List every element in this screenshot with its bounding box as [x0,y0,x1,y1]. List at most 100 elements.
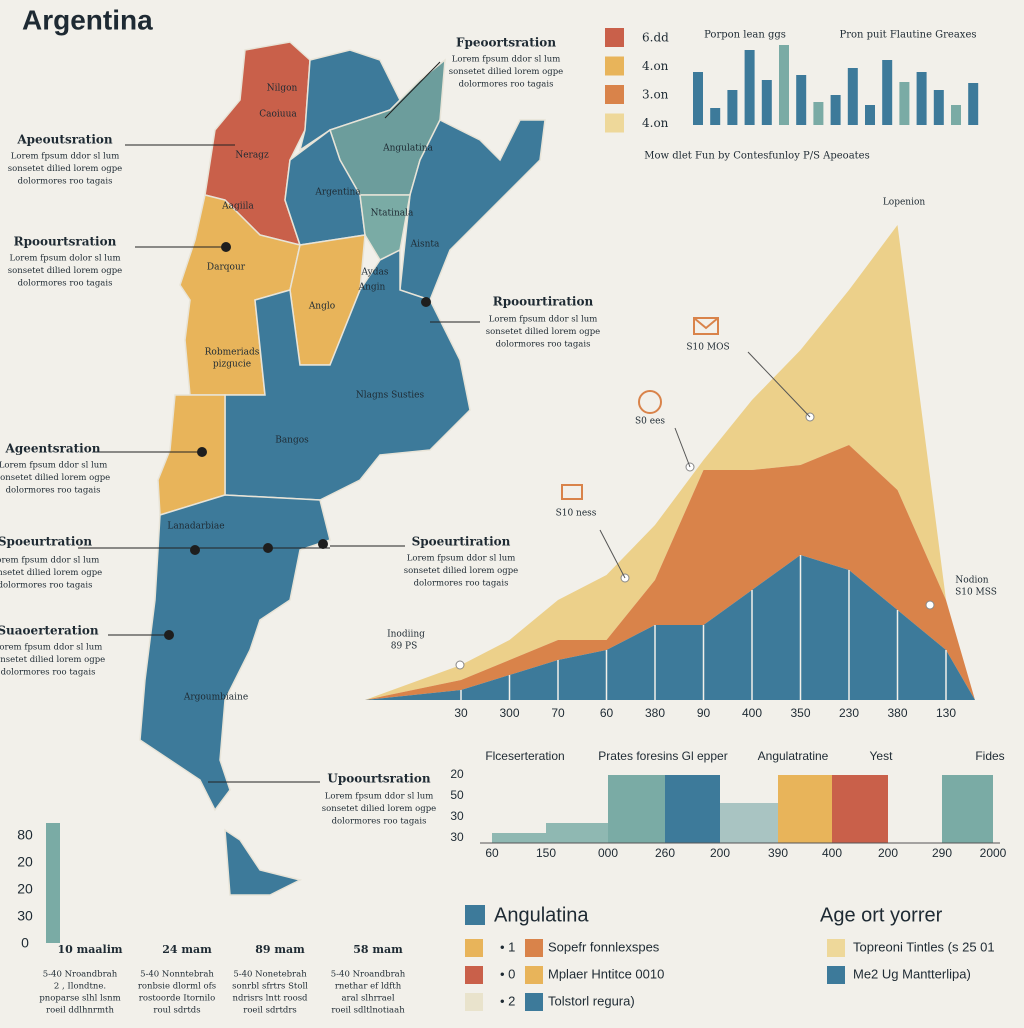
annotation: S10 MSS [955,588,997,598]
marker-dot [190,545,200,555]
chart-title: Porpon lean ggs [704,30,786,41]
callout-text: dolormores roo tagais [459,80,554,90]
callout-text: sonsetet dilied lorem ogpe [322,804,436,814]
x-tick-label: 90 [697,706,711,720]
bar [951,105,961,125]
map [139,41,546,896]
callout-text: dolormores roo tagais [18,279,113,289]
map-label: Argentina [314,188,361,198]
area [365,555,975,700]
x-tick-label: 200 [710,846,730,860]
callout-text: sonsetet dilied lorem ogpe [0,473,110,483]
callout-text: dolormores roo tagais [0,581,92,591]
legend-swatch [525,993,543,1011]
legend-swatch [605,28,624,47]
y-tick-label: 30 [450,809,464,823]
y-tick-label: 50 [450,788,464,802]
annotation: S10 MOS [686,343,729,353]
chart-header: Fides [975,749,1004,763]
legend-swatch [525,966,543,984]
map-label: Angin [358,283,386,293]
note-text: 5-40 Nonetebrah [233,970,307,980]
bar [916,72,927,125]
x-tick-label: 30 [454,706,468,720]
point [455,660,465,670]
title: Argentina [22,4,153,35]
callout-text: Lorem fpsum ddor sl lum [11,152,120,162]
legend-swatch [465,993,483,1011]
legend-marker: • 1 [500,939,515,954]
chart-subtitle: Mow dlet Fun by Contesfunloy P/S Apeoate… [644,151,869,162]
annotation: Lopenion [883,198,926,208]
marker-dot [197,447,207,457]
callout-text: dolormores roo tagais [6,486,101,496]
bar [710,108,721,125]
x-tick-label: 89 mam [255,943,305,956]
callout-text: Lorem fpsum ddor sl lum [489,315,598,325]
note-text: 5-40 Nonntebrah [140,970,214,980]
area [365,225,975,700]
legend-label: Sopefr fonnlexspes [548,939,660,954]
legend-swatch [827,966,845,984]
bar [744,50,755,125]
legend-swatch [525,939,543,957]
x-tick-label: 400 [742,706,762,720]
marker-dot [221,242,231,252]
annotation: S0 ees [635,417,665,427]
bar [942,775,993,843]
area [365,445,975,700]
x-tick-label: 2000 [980,846,1007,860]
callout-title: Apeoutsration [16,133,113,147]
pointer [599,529,626,579]
callout-text: Lorem fpsum ddor sl lum [325,792,434,802]
callout-text: dolormores roo tagais [332,817,427,827]
x-tick-label: 200 [878,846,898,860]
y-tick-label: 20 [450,767,464,781]
callout-text: dolormores roo tagais [496,340,591,350]
x-tick-label: 150 [536,846,556,860]
bar [847,68,858,125]
chart-header: Flceserteration [485,749,564,763]
x-tick-label: 400 [822,846,842,860]
legend-swatch [605,85,624,104]
bar [796,75,807,125]
chart-header: Angulatratine [758,749,829,763]
note-text: ndrisrs lntt roosd [232,994,308,1004]
map-label: Nlagns Susties [356,391,425,401]
callout-title: Spoeurtration [0,535,92,549]
region [359,194,411,261]
annotation: Nodion [955,576,988,586]
bar [727,90,738,125]
legend-label: Topreoni Tintles (s 25 01 [853,939,995,954]
x-tick-label: 10 maalim [57,943,122,956]
callout-text: Lorem fpsum dolor sl lum [10,254,121,264]
callout-text: dolormores roo tagais [18,177,113,187]
callout-text: sonsetet dilied lorem ogpe [0,655,105,665]
map-label: Angulatina [382,144,433,154]
legend-title: Angulatina [494,904,589,926]
callout-title: Rpoourtsration [14,235,117,249]
legend-swatch [465,966,483,984]
bar [693,72,703,125]
bar [832,775,888,843]
x-tick-label: 380 [645,706,665,720]
x-tick-label: 350 [790,706,810,720]
bar [813,102,824,125]
x-tick-label: 60 [485,846,499,860]
chart-header: Prates foresins Gl epper [598,749,727,763]
bar [492,833,546,843]
icons [561,317,719,500]
point [925,600,935,610]
note-text: sonrbl sfrtrs Stoll [232,982,308,992]
y-tick-label: 80 [17,827,33,843]
bar [830,95,841,125]
legend-swatch [465,905,485,925]
map-label: Anglo [308,302,335,312]
x-tick-label: 260 [655,846,675,860]
annotation: S10 ness [556,509,597,519]
legend-label: Tolstorl regura) [548,993,635,1008]
callout-text: Lorem fpsum ddor sl lum [0,556,99,566]
callout-title: Rpoourtiration [493,295,594,309]
bar [779,45,789,125]
callout-text: Lorem fpsum ddor sl lum [407,554,516,564]
